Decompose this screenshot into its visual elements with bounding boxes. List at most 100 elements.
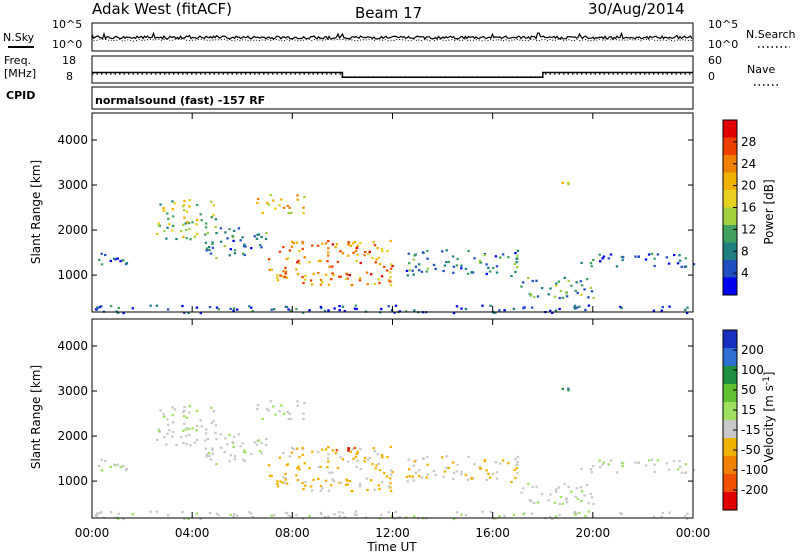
velocity-cell bbox=[558, 513, 561, 517]
velocity-cell bbox=[228, 460, 231, 463]
velocity-cell bbox=[205, 455, 208, 458]
power-cell bbox=[298, 262, 301, 265]
power-cell bbox=[295, 241, 299, 244]
velocity-cell bbox=[331, 471, 334, 474]
power-cell bbox=[204, 226, 208, 229]
velocity-cell bbox=[229, 454, 232, 457]
power-cell bbox=[565, 295, 569, 298]
velocity-cell bbox=[346, 479, 349, 482]
velocity-cell bbox=[380, 454, 384, 457]
power-cell bbox=[364, 250, 367, 254]
power-cell bbox=[350, 283, 353, 287]
velocity-cell bbox=[319, 484, 323, 488]
colorbar-tick-label: 15 bbox=[741, 403, 756, 417]
velocity-cell bbox=[341, 511, 345, 514]
x-tick-label: 12:00 bbox=[375, 526, 410, 540]
power-cell bbox=[580, 284, 584, 287]
velocity-cell bbox=[425, 476, 428, 479]
velocity-cell bbox=[407, 458, 410, 461]
power-cell bbox=[171, 229, 174, 232]
colorbar-tick-label: 16 bbox=[741, 201, 756, 215]
power-cell bbox=[580, 261, 583, 264]
power-cell bbox=[279, 274, 282, 277]
power-cell bbox=[191, 221, 194, 224]
colorbar-swatch bbox=[723, 330, 737, 349]
power-cell bbox=[250, 306, 253, 309]
velocity-cell bbox=[259, 450, 262, 453]
velocity-cell bbox=[607, 463, 610, 466]
velocity-cell bbox=[248, 511, 251, 514]
power-cell bbox=[620, 255, 623, 258]
velocity-cell bbox=[173, 408, 177, 411]
power-cell bbox=[219, 240, 223, 243]
velocity-cell bbox=[327, 453, 330, 456]
velocity-cell bbox=[678, 460, 681, 463]
power-cell bbox=[420, 270, 424, 273]
velocity-cell bbox=[336, 466, 340, 470]
velocity-cell bbox=[208, 455, 211, 458]
freq-label: Freq. bbox=[4, 54, 31, 67]
power-cell bbox=[408, 269, 411, 272]
velocity-cell bbox=[432, 469, 436, 472]
velocity-cell bbox=[267, 409, 270, 412]
velocity-cell bbox=[286, 410, 289, 414]
power-cell bbox=[492, 266, 495, 270]
power-cell bbox=[589, 286, 593, 289]
power-cell bbox=[301, 311, 305, 314]
power-cell bbox=[389, 280, 392, 283]
velocity-cell bbox=[284, 478, 287, 481]
velocity-cell bbox=[426, 455, 429, 459]
velocity-cell bbox=[408, 475, 411, 478]
power-cell bbox=[516, 266, 519, 269]
velocity-cell bbox=[522, 513, 525, 516]
velocity-cell bbox=[182, 429, 185, 432]
power-cell bbox=[432, 263, 436, 266]
power-cell bbox=[331, 265, 334, 268]
velocity-cell bbox=[296, 404, 299, 407]
power-cell bbox=[259, 244, 262, 247]
velocity-cell bbox=[295, 447, 299, 450]
y-tick-label: 4000 bbox=[57, 133, 88, 147]
velocity-cell bbox=[495, 471, 499, 474]
power-cell bbox=[96, 307, 99, 310]
velocity-cell bbox=[321, 487, 324, 490]
y-tick-label: 4000 bbox=[57, 339, 88, 353]
colorbar-tick-label: 12 bbox=[741, 222, 756, 236]
velocity-cell bbox=[211, 448, 214, 451]
velocity-cell bbox=[285, 482, 289, 485]
velocity-cell bbox=[217, 514, 220, 517]
power-cell bbox=[426, 249, 429, 253]
velocity-cell bbox=[327, 515, 330, 518]
power-cell bbox=[371, 257, 374, 260]
power-cell bbox=[173, 202, 177, 205]
power-cell bbox=[256, 197, 260, 201]
colorbar-swatch bbox=[723, 348, 737, 367]
colorbar-swatch bbox=[723, 420, 737, 439]
velocity-cell bbox=[373, 450, 377, 453]
power-cell bbox=[647, 253, 651, 256]
power-cell bbox=[567, 181, 570, 184]
power-cell bbox=[344, 277, 348, 280]
velocity-cell bbox=[373, 488, 377, 491]
velocity-cell bbox=[209, 458, 213, 461]
power-cell bbox=[304, 274, 307, 277]
power-cell bbox=[549, 287, 552, 290]
velocity-cell bbox=[513, 468, 516, 472]
power-colorbar: 28 24 20 16 12 8 4 bbox=[722, 119, 756, 296]
velocity-cell bbox=[285, 511, 289, 515]
power-cell bbox=[317, 259, 321, 263]
colorbar-swatch bbox=[723, 384, 737, 403]
power-cell bbox=[339, 250, 342, 253]
velocity-cell bbox=[122, 465, 125, 468]
power-cell bbox=[426, 257, 429, 260]
velocity-cell bbox=[256, 407, 259, 411]
velocity-cell bbox=[565, 501, 569, 504]
power-cell bbox=[276, 276, 279, 279]
velocity-cell bbox=[567, 389, 570, 392]
velocity-cell bbox=[267, 464, 271, 467]
velocity-cell bbox=[296, 400, 299, 403]
velocity-cell bbox=[551, 517, 554, 520]
velocity-cell bbox=[355, 513, 358, 517]
velocity-cell bbox=[171, 435, 174, 438]
y-tick-label: 1000 bbox=[57, 474, 88, 488]
